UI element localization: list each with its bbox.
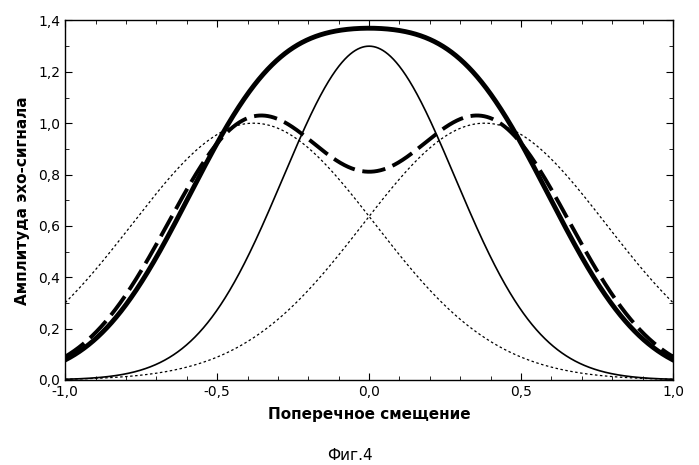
X-axis label: Поперечное смещение: Поперечное смещение <box>268 407 470 422</box>
Y-axis label: Амплитуда эхо-сигнала: Амплитуда эхо-сигнала <box>15 96 30 305</box>
Text: Фиг.4: Фиг.4 <box>326 448 373 463</box>
